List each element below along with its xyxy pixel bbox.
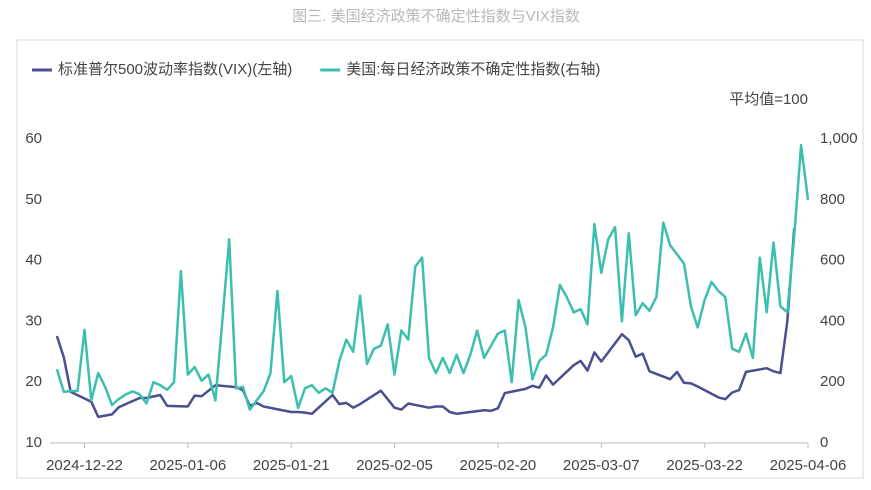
chart-title: 图三. 美国经济政策不确定性指数与VIX指数 (292, 8, 580, 25)
x-tick-label: 2025-02-05 (356, 457, 433, 474)
legend-label: 美国:每日经济政策不确定性指数(右轴) (346, 61, 600, 78)
y-tick-label: 30 (25, 312, 42, 329)
y-tick-label: 60 (25, 130, 42, 147)
y-tick-label: 10 (25, 434, 42, 451)
chart-frame (16, 39, 864, 479)
y2-tick-label: 600 (820, 252, 845, 269)
x-tick-label: 2025-02-20 (460, 457, 537, 474)
y-tick-label: 40 (25, 252, 42, 269)
x-tick-label: 2025-03-22 (666, 457, 743, 474)
y-tick-label: 50 (25, 191, 42, 208)
legend-label: 标准普尔500波动率指数(VIX)(左轴) (58, 61, 292, 78)
x-tick-label: 2024-12-22 (46, 457, 123, 474)
y2-tick-label: 200 (820, 373, 845, 390)
y2-tick-label: 1,000 (820, 130, 858, 147)
line (55, 228, 796, 419)
x-tick-label: 2025-04-06 (770, 457, 847, 474)
y2-tick-label: 800 (820, 191, 845, 208)
annotation: 平均值=100 (729, 91, 808, 108)
x-tick-label: 2025-01-06 (149, 457, 226, 474)
line (55, 143, 810, 411)
x-tick-label: 2025-03-07 (563, 457, 640, 474)
x-tick-label: 2025-01-21 (253, 457, 330, 474)
y2-tick-label: 400 (820, 312, 845, 329)
y2-tick-label: 0 (820, 434, 828, 451)
y-tick-label: 20 (25, 373, 42, 390)
